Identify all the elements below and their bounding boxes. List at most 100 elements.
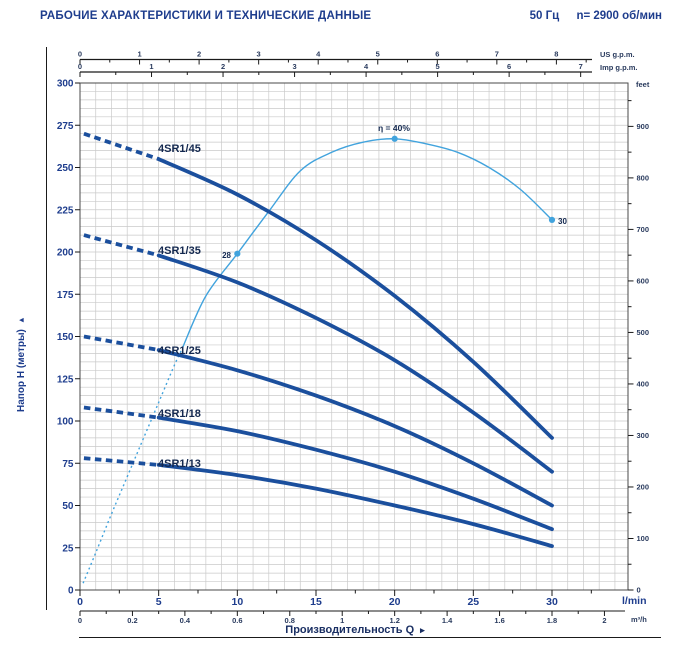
- tick-label-imp-gpm: 5: [436, 62, 440, 71]
- tick-label-us-gpm: 1: [137, 50, 141, 59]
- tick-label-us-gpm: 5: [376, 50, 380, 59]
- tick-label-head-m: 50: [62, 501, 74, 512]
- tick-label-us-gpm: 7: [495, 50, 499, 59]
- tick-label-m3h: 0.4: [180, 616, 191, 625]
- page-title: РАБОЧИЕ ХАРАКТЕРИСТИКИ И ТЕХНИЧЕСКИЕ ДАН…: [40, 10, 372, 22]
- tick-label-head-m: 0: [68, 586, 74, 597]
- pump-curve-4SR1/25: [156, 348, 554, 508]
- efficiency-peak-label: η = 40%: [378, 123, 410, 133]
- tick-label-lmin: 0: [77, 596, 83, 608]
- pump-curve-4SR1/45: [156, 157, 554, 440]
- tick-label-feet: 600: [637, 276, 650, 285]
- tick-label-head-m: 175: [57, 290, 74, 301]
- tick-label-imp-gpm: 2: [221, 62, 225, 71]
- tick-label-head-m: 300: [57, 79, 74, 90]
- pump-curve-4SR1/35: [156, 253, 554, 474]
- tick-label-head-m: 275: [57, 121, 74, 132]
- speed-label: n= 2900 об/мин: [576, 10, 662, 22]
- pump-curve-dashed-4SR1/45: [83, 131, 160, 161]
- tick-label-us-gpm: 6: [435, 50, 439, 59]
- tick-label-m3h: 1.8: [547, 616, 557, 625]
- tick-label-feet: 200: [637, 482, 650, 491]
- tick-label-us-gpm: 8: [554, 50, 558, 59]
- tick-label-head-m: 200: [57, 248, 74, 259]
- curve-label-4sr1-35: 4SR1/35: [158, 245, 201, 257]
- y-axis-title-text: Напор H (метры): [16, 329, 27, 412]
- marker-layer: [234, 135, 556, 257]
- y-axis-arrow-icon: ▸: [17, 316, 26, 326]
- tick-label-imp-gpm: 1: [149, 62, 153, 71]
- header: РАБОЧИЕ ХАРАКТЕРИСТИКИ И ТЕХНИЧЕСКИЕ ДАН…: [40, 10, 662, 22]
- pump-curve-dashed-4SR1/13: [83, 456, 159, 467]
- pump-curve-4SR1/18: [156, 415, 554, 532]
- tick-label-m3h: 1: [340, 616, 344, 625]
- tick-label-us-gpm: 4: [316, 50, 321, 59]
- tick-label-imp-gpm: 3: [292, 62, 296, 71]
- tick-label-m3h: 0: [78, 616, 82, 625]
- tick-label-m3h: 1.6: [494, 616, 504, 625]
- tick-label-feet: 100: [637, 534, 650, 543]
- curve-label-4sr1-18: 4SR1/18: [158, 408, 201, 420]
- tick-label-head-m: 100: [57, 417, 74, 428]
- tick-label-m3h: 0.8: [285, 616, 295, 625]
- tick-label-feet: 300: [637, 431, 650, 440]
- tick-label-us-gpm: 3: [257, 50, 261, 59]
- tick-label-head-m: 25: [62, 543, 74, 554]
- us-gpm-unit-label: US g.p.m.: [600, 50, 635, 59]
- efficiency-curve-layer: [82, 138, 553, 584]
- m3h-unit-label: m³/h: [631, 615, 647, 624]
- tick-label-lmin: 25: [467, 596, 479, 608]
- tick-label-lmin: 20: [389, 596, 401, 608]
- curve-label-4sr1-45: 4SR1/45: [158, 143, 201, 155]
- efficiency-curve-dotted: [82, 348, 183, 584]
- tick-label-lmin: 5: [156, 596, 162, 608]
- efficiency-point-label-30: 30: [558, 217, 567, 226]
- tick-label-imp-gpm: 7: [579, 62, 583, 71]
- tick-label-imp-gpm: 4: [364, 62, 369, 71]
- lmin-unit-label: l/min: [622, 595, 647, 607]
- pump-curve-dashed-4SR1/25: [83, 334, 160, 352]
- efficiency-point-label-28: 28: [222, 251, 231, 260]
- tick-label-head-m: 125: [57, 374, 74, 385]
- feet-unit-label: feet: [636, 80, 650, 89]
- curve-label-4sr1-25: 4SR1/25: [158, 345, 201, 357]
- x-axis-title-text: Производительность Q: [285, 624, 415, 636]
- imp-gpm-unit-label: Imp g.p.m.: [600, 63, 638, 72]
- tick-label-head-m: 150: [57, 332, 74, 343]
- pump-curves-layer: [83, 131, 554, 548]
- pump-curve-dashed-4SR1/18: [83, 405, 159, 420]
- tick-label-head-m: 225: [57, 205, 74, 216]
- efficiency-point-marker: [234, 250, 241, 257]
- tick-label-m3h: 1.2: [389, 616, 399, 625]
- tick-label-m3h: 2: [602, 616, 606, 625]
- tick-label-lmin: 10: [231, 596, 243, 608]
- tick-label-lmin: 15: [310, 596, 322, 608]
- axes-layer: [75, 58, 634, 616]
- curve-label-4sr1-13: 4SR1/13: [158, 458, 201, 470]
- y-axis-title: Напор H (метры) ▸: [16, 252, 27, 412]
- tick-label-us-gpm: 2: [197, 50, 201, 59]
- tick-label-feet: 700: [637, 225, 650, 234]
- pump-curve-dashed-4SR1/35: [83, 233, 160, 258]
- tick-label-feet: 400: [637, 379, 650, 388]
- tick-label-m3h: 0.2: [127, 616, 137, 625]
- tick-label-imp-gpm: 0: [78, 62, 82, 71]
- tick-label-feet: 500: [637, 328, 650, 337]
- tick-label-m3h: 1.4: [442, 616, 453, 625]
- pump-curve-4SR1/13: [156, 463, 554, 548]
- efficiency-point-marker: [548, 216, 556, 223]
- efficiency-point-marker: [391, 135, 398, 142]
- tick-label-feet: 0: [637, 586, 641, 595]
- frequency-label: 50 Гц: [529, 10, 560, 22]
- header-specs: 50 Гц n= 2900 об/мин: [516, 10, 662, 22]
- tick-label-us-gpm: 0: [78, 50, 82, 59]
- grid-layer: [79, 82, 628, 591]
- tick-label-head-m: 75: [62, 459, 74, 470]
- x-axis-title: Производительность Q ▸: [80, 624, 630, 636]
- tick-label-feet: 900: [637, 122, 650, 131]
- tick-label-feet: 800: [637, 173, 650, 182]
- tick-label-imp-gpm: 6: [507, 62, 511, 71]
- left-page-border: [46, 47, 47, 610]
